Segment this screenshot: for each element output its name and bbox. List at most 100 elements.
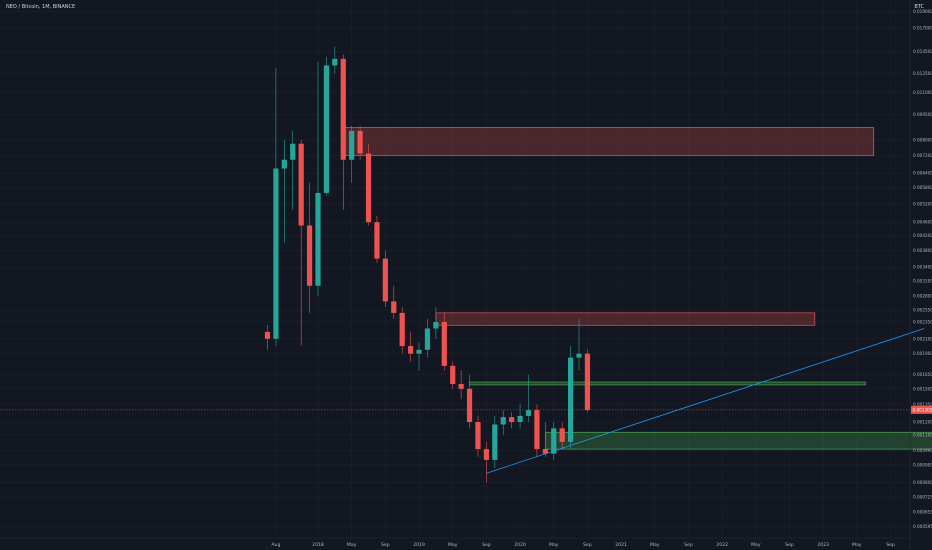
trendline <box>486 328 925 474</box>
y-tick-label: 0.000595 <box>913 524 932 529</box>
y-tick-label: 0.002100 <box>913 336 932 341</box>
candle-up <box>323 65 330 193</box>
candle-down <box>483 449 489 460</box>
y-tick-label: 0.000655 <box>913 510 932 515</box>
y-tick-label: 0.005800 <box>913 185 932 190</box>
y-tick-label: 0.001100 <box>913 432 932 437</box>
y-tick-label: 0.006400 <box>913 171 932 176</box>
x-tick-label: 2018 <box>312 542 324 548</box>
candle-up <box>332 58 338 66</box>
price-label-box <box>911 405 932 414</box>
candle-down <box>264 331 271 339</box>
x-tick-label: Sep <box>381 542 390 548</box>
y-tick-label: 0.001350 <box>913 402 932 407</box>
y-tick-label: 0.019000 <box>913 9 932 14</box>
candle-down <box>509 417 515 422</box>
y-tick-label: 0.014500 <box>913 49 932 54</box>
candle-down <box>408 346 414 354</box>
candle-down <box>450 365 456 384</box>
x-tick-label: May <box>448 542 458 548</box>
candle-up <box>492 424 498 460</box>
candle-up <box>517 415 523 422</box>
x-tick-label: 2020 <box>514 542 526 548</box>
x-tick-label: May <box>751 542 761 548</box>
candle-down <box>458 383 464 389</box>
candle-up <box>576 353 582 358</box>
y-tick-label: 0.008000 <box>913 137 932 142</box>
candle-down <box>584 353 591 411</box>
candle-down <box>340 58 346 160</box>
x-tick-label: May <box>852 542 862 548</box>
candle-up <box>281 159 287 169</box>
candle-down <box>441 322 447 366</box>
candle-up <box>424 328 431 350</box>
y-tick-label: 0.001650 <box>913 372 932 377</box>
candles-layer <box>264 46 591 483</box>
candle-down <box>357 130 363 154</box>
x-tick-label: 2022 <box>716 542 728 548</box>
candle-down <box>382 258 388 302</box>
y-tick-label: 0.005200 <box>913 201 932 206</box>
candle-down <box>542 449 548 454</box>
x-tick-label: 2023 <box>817 542 829 548</box>
x-tick-label: Sep <box>886 542 895 548</box>
candle-up <box>568 357 574 442</box>
x-tick-label: 2019 <box>413 542 425 548</box>
y-tick-label: 0.000725 <box>913 494 932 499</box>
y-tick-label: 0.003400 <box>913 265 932 270</box>
y-tick-label: 0.004600 <box>913 220 932 225</box>
candle-down <box>475 421 481 450</box>
x-tick-label: Sep <box>482 542 491 548</box>
x-tick-label: May <box>650 542 660 548</box>
resistance-zone <box>342 127 875 156</box>
x-tick-label: May <box>347 542 357 548</box>
candle-up <box>500 417 506 425</box>
x-tick-label: Sep <box>583 542 592 548</box>
chart-title: NEO / Bitcoin, 1M, BINANCE <box>6 4 76 10</box>
overlays-layer <box>0 328 925 474</box>
x-axis[interactable]: Aug 2018 May Sep 2019 May Sep 2020 May Sep 2021 May… <box>0 537 910 548</box>
resistance-zone <box>435 312 816 326</box>
y-tick-label: 0.001900 <box>913 351 932 356</box>
support-zone <box>469 381 866 386</box>
candle-down <box>306 225 313 286</box>
y-tick-label: 0.002550 <box>913 307 932 312</box>
candle-up <box>349 130 355 160</box>
candle-down <box>374 222 380 259</box>
x-tick-label: May <box>549 542 559 548</box>
y-tick-label: 0.000800 <box>913 480 932 485</box>
currency-label: BTC <box>914 4 924 10</box>
candle-up <box>525 410 532 416</box>
y-tick-label: 0.001200 <box>913 419 932 424</box>
candle-up <box>416 349 422 354</box>
candle-up <box>290 143 296 160</box>
y-tick-label: 0.017000 <box>913 25 932 30</box>
y-tick-label: 0.000990 <box>913 448 932 453</box>
zones-layer <box>342 127 932 450</box>
y-axis[interactable]: 0.019000 0.017000 0.014500 0.012500 0.011000… <box>909 0 932 550</box>
x-tick-label: Aug <box>271 542 280 548</box>
x-tick-label: Sep <box>785 542 794 548</box>
y-tick-label: 0.011000 <box>913 90 932 95</box>
candle-down <box>298 143 304 226</box>
candle-up <box>433 322 439 329</box>
x-tick-label: Sep <box>684 542 693 548</box>
candle-up <box>273 168 279 339</box>
price-label: 0.001302 <box>913 407 932 412</box>
y-tick-label: 0.002800 <box>913 294 932 299</box>
candle-down <box>365 153 372 223</box>
y-tick-label: 0.001500 <box>913 386 932 391</box>
candle-down <box>559 428 565 442</box>
y-tick-label: 0.009500 <box>913 112 932 117</box>
candle-down <box>391 301 397 313</box>
x-tick-label: 2021 <box>615 542 627 548</box>
y-tick-label: 0.000900 <box>913 462 932 467</box>
y-tick-label: 0.002350 <box>913 320 932 325</box>
candle-down <box>399 312 405 347</box>
y-tick-label: 0.004200 <box>913 233 932 238</box>
y-tick-label: 0.007200 <box>913 153 932 158</box>
candle-down <box>466 388 473 422</box>
chart-grid <box>0 0 910 538</box>
y-tick-label: 0.003800 <box>913 248 932 253</box>
